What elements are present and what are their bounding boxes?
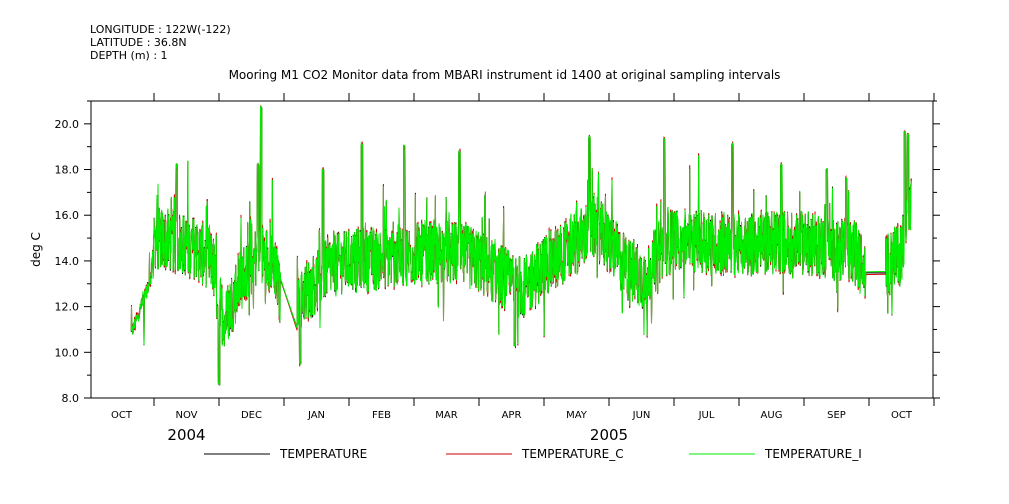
x-year-label: 2005 — [590, 426, 628, 444]
legend: TEMPERATURE TEMPERATURE_C TEMPERATURE_I — [204, 447, 862, 461]
x-tick-label: SEP — [827, 410, 846, 421]
data-layer — [130, 104, 912, 386]
x-tick-label: MAR — [435, 410, 457, 421]
longitude-label: LONGITUDE : 122W(-122) — [90, 23, 231, 36]
x-tick-label: DEC — [241, 410, 262, 421]
y-tick-label: 12.0 — [55, 301, 80, 314]
x-tick-label: APR — [502, 410, 522, 421]
y-tick-label: 10.0 — [55, 346, 80, 359]
x-tick-label: OCT — [111, 410, 133, 421]
chart-title: Mooring M1 CO2 Monitor data from MBARI i… — [228, 68, 781, 82]
legend-label: TEMPERATURE_C — [521, 447, 624, 461]
legend-label: TEMPERATURE — [279, 447, 367, 461]
plot-frame — [90, 100, 934, 399]
y-tick-label: 18.0 — [55, 164, 80, 177]
x-tick-label: NOV — [175, 410, 197, 421]
x-tick-label: MAY — [566, 410, 588, 421]
y-tick-label: 14.0 — [55, 255, 80, 268]
legend-label: TEMPERATURE_I — [764, 447, 862, 461]
x-tick-label: JUL — [698, 410, 715, 421]
x-tick-label: OCT — [891, 410, 913, 421]
latitude-label: LATITUDE : 36.8N — [90, 36, 187, 49]
x-year-label: 2004 — [167, 426, 205, 444]
x-tick-label: JAN — [307, 410, 325, 421]
x-tick-label: AUG — [761, 410, 783, 421]
axes-layer: 8.0 10.0 12.0 14.0 16.0 18.0 20.0 OCT NOV DEC JAN F… — [55, 93, 940, 444]
y-tick-label: 16.0 — [55, 209, 80, 222]
depth-label: DEPTH (m) : 1 — [90, 49, 168, 62]
y-axis-label: deg C — [29, 232, 43, 267]
series-line-temperature-i — [130, 105, 912, 386]
x-tick-label: FEB — [372, 410, 391, 421]
y-tick-label: 20.0 — [55, 118, 80, 131]
y-tick-label: 8.0 — [62, 392, 80, 405]
x-tick-label: JUN — [632, 410, 651, 421]
